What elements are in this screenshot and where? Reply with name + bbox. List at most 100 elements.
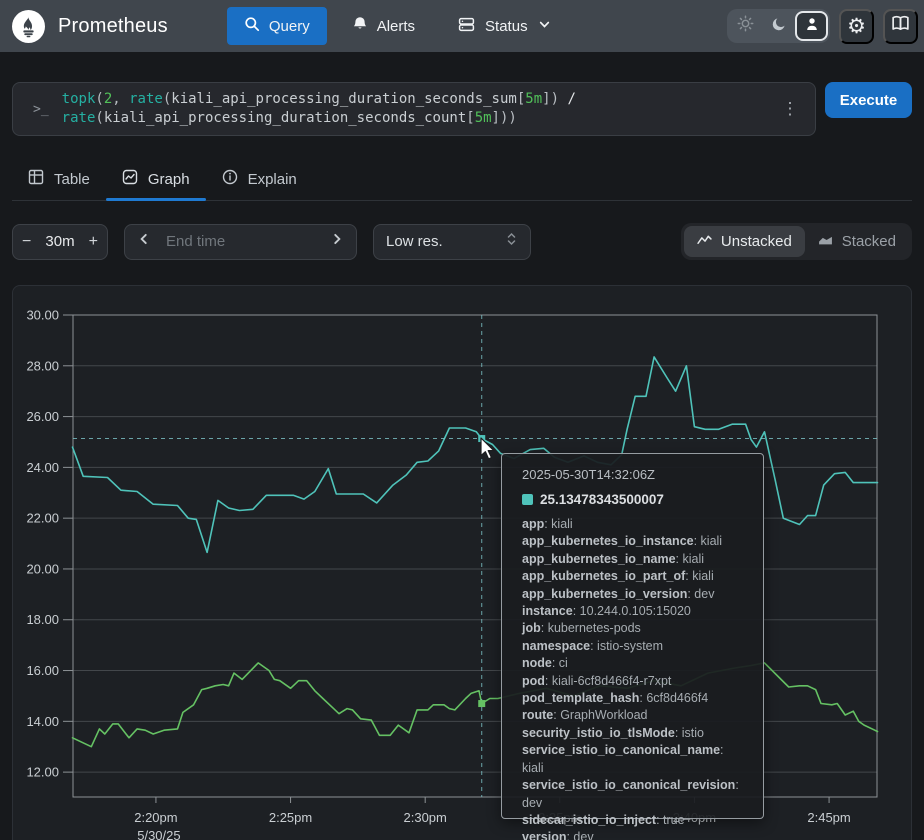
label-key: namespace xyxy=(522,638,591,653)
query-row: >_ topk(2, rate(kiali_api_processing_dur… xyxy=(12,82,912,136)
label-value: : dev xyxy=(566,830,594,840)
y-axis-label: 30.00 xyxy=(26,308,59,323)
tooltip-label-row: app_kubernetes_io_version: dev xyxy=(522,586,743,603)
settings-button[interactable]: ⚙ xyxy=(839,8,874,44)
label-key: route xyxy=(522,708,554,723)
tooltip-label-row: security_istio_io_tlsMode: istio xyxy=(522,725,743,742)
label-key: job xyxy=(522,621,541,636)
series-color-swatch xyxy=(522,494,533,505)
label-key: version xyxy=(522,830,567,840)
label-value: : GraphWorkload xyxy=(553,708,648,723)
x-axis-label: 2:25pm xyxy=(269,810,312,825)
nav-alerts-button[interactable]: Alerts xyxy=(352,16,415,36)
label-value: : 6cf8d466f4 xyxy=(639,691,709,706)
label-value: : istio xyxy=(674,725,705,740)
label-key: security_istio_io_tlsMode xyxy=(522,725,675,740)
range-value[interactable]: 30m xyxy=(45,233,75,250)
query-token: [ xyxy=(466,110,475,126)
nav-status-label: Status xyxy=(485,17,528,35)
navbar-right: ⚙ xyxy=(727,8,918,44)
top-navbar: Prometheus Query Alerts Status xyxy=(0,0,924,52)
tooltip-label-row: service_istio_io_canonical_name: kiali xyxy=(522,742,743,777)
docs-button[interactable] xyxy=(883,8,918,44)
unstacked-label: Unstacked xyxy=(720,233,792,250)
stacked-label: Stacked xyxy=(841,233,896,250)
label-key: app_kubernetes_io_version xyxy=(522,586,688,601)
query-token: rate xyxy=(61,110,96,126)
label-value: : true xyxy=(656,812,685,827)
tooltip-label-row: version: dev xyxy=(522,829,743,840)
server-icon xyxy=(458,16,475,37)
person-icon xyxy=(804,16,820,37)
end-time-picker[interactable]: End time xyxy=(124,223,357,260)
query-token: , xyxy=(112,91,130,107)
execute-button[interactable]: Execute xyxy=(825,82,912,118)
graph-panel: 30.00 28.00 26.00 24.00 22.00 20.00 18.00 16.00… xyxy=(12,285,912,840)
query-token: rate xyxy=(129,91,163,107)
range-stepper: − 30m + xyxy=(12,223,108,260)
label-key: pod xyxy=(522,673,545,688)
query-token: / xyxy=(559,91,576,107)
label-value: : kiali xyxy=(693,534,723,549)
mouse-cursor-icon xyxy=(480,437,495,460)
tab-graph[interactable]: Graph xyxy=(105,160,206,201)
label-value: : kubernetes-pods xyxy=(540,621,641,636)
tab-table[interactable]: Table xyxy=(12,160,106,200)
query-token: 2 xyxy=(103,91,113,107)
bell-icon xyxy=(352,16,368,36)
theme-system-button[interactable] xyxy=(795,11,828,41)
label-value: : ci xyxy=(551,656,568,671)
tab-explain[interactable]: Explain xyxy=(206,160,313,200)
nav-status-menu[interactable]: Status xyxy=(458,16,551,37)
app-title: Prometheus xyxy=(58,14,168,37)
tooltip-value-row: 25.13478343500007 xyxy=(522,492,743,507)
label-key: app_kubernetes_io_part_of xyxy=(522,569,686,584)
nav-query-label: Query xyxy=(268,17,310,35)
graph-icon xyxy=(122,169,138,189)
label-value: : istio-system xyxy=(590,638,664,653)
tooltip-label-row: app_kubernetes_io_instance: kiali xyxy=(522,533,743,550)
theme-light-button[interactable] xyxy=(729,11,762,41)
y-axis-label: 18.00 xyxy=(26,612,59,627)
y-axis-label: 28.00 xyxy=(26,358,59,373)
label-value: : kiali-6cf8d466f4-r7xpt xyxy=(544,673,672,688)
end-time-placeholder[interactable]: End time xyxy=(166,233,226,250)
tooltip-label-row: namespace: istio-system xyxy=(522,638,743,655)
y-axis-label: 20.00 xyxy=(26,561,59,576)
y-axis-label: 26.00 xyxy=(26,409,59,424)
query-token: kiali_api_processing_duration_seconds_su… xyxy=(171,91,517,107)
query-expression-line: topk(2, rate(kiali_api_processing_durati… xyxy=(62,90,771,109)
gear-icon: ⚙ xyxy=(847,14,866,38)
tooltip-value: 25.13478343500007 xyxy=(540,492,664,507)
range-decrease-button[interactable]: − xyxy=(22,232,32,250)
chevron-right-icon[interactable] xyxy=(330,232,344,251)
unstacked-button[interactable]: Unstacked xyxy=(683,226,805,257)
query-expression-text[interactable]: topk(2, rate(kiali_api_processing_durati… xyxy=(62,90,771,128)
prompt-icon: >_ xyxy=(33,101,49,117)
tooltip-label-row: pod_template_hash: 6cf8d466f4 xyxy=(522,690,743,707)
resolution-value: Low res. xyxy=(386,233,443,250)
prometheus-logo-icon xyxy=(12,9,45,43)
resolution-select[interactable]: Low res. xyxy=(373,223,531,260)
y-axis-label: 22.00 xyxy=(26,511,59,526)
y-axis-label: 14.00 xyxy=(26,714,59,729)
tab-explain-label: Explain xyxy=(247,170,297,188)
query-token: ( xyxy=(162,91,172,107)
result-tabs: Table Graph Explain xyxy=(12,160,912,201)
chevron-left-icon[interactable] xyxy=(137,232,151,251)
query-token: ) xyxy=(550,91,560,107)
query-expression-input[interactable]: >_ topk(2, rate(kiali_api_processing_dur… xyxy=(12,82,816,136)
nav-query-button[interactable]: Query xyxy=(226,7,327,45)
timeseries-chart[interactable]: 30.00 28.00 26.00 24.00 22.00 20.00 18.00 16.00… xyxy=(13,286,913,840)
query-options-kebab-button[interactable]: ⋮ xyxy=(781,99,799,118)
theme-toggle-group xyxy=(727,9,830,43)
label-key: service_istio_io_canonical_name xyxy=(522,743,721,758)
label-key: app xyxy=(522,517,545,531)
query-token: )) xyxy=(499,110,517,126)
range-increase-button[interactable]: + xyxy=(88,232,98,250)
stacked-button[interactable]: Stacked xyxy=(805,226,909,257)
tooltip-label-row: pod: kiali-6cf8d466f4-r7xpt xyxy=(522,673,743,690)
tooltip-label-row: app: kiali xyxy=(522,516,743,533)
tooltip-label-row: job: kubernetes-pods xyxy=(522,620,743,637)
theme-dark-button[interactable] xyxy=(762,11,795,41)
